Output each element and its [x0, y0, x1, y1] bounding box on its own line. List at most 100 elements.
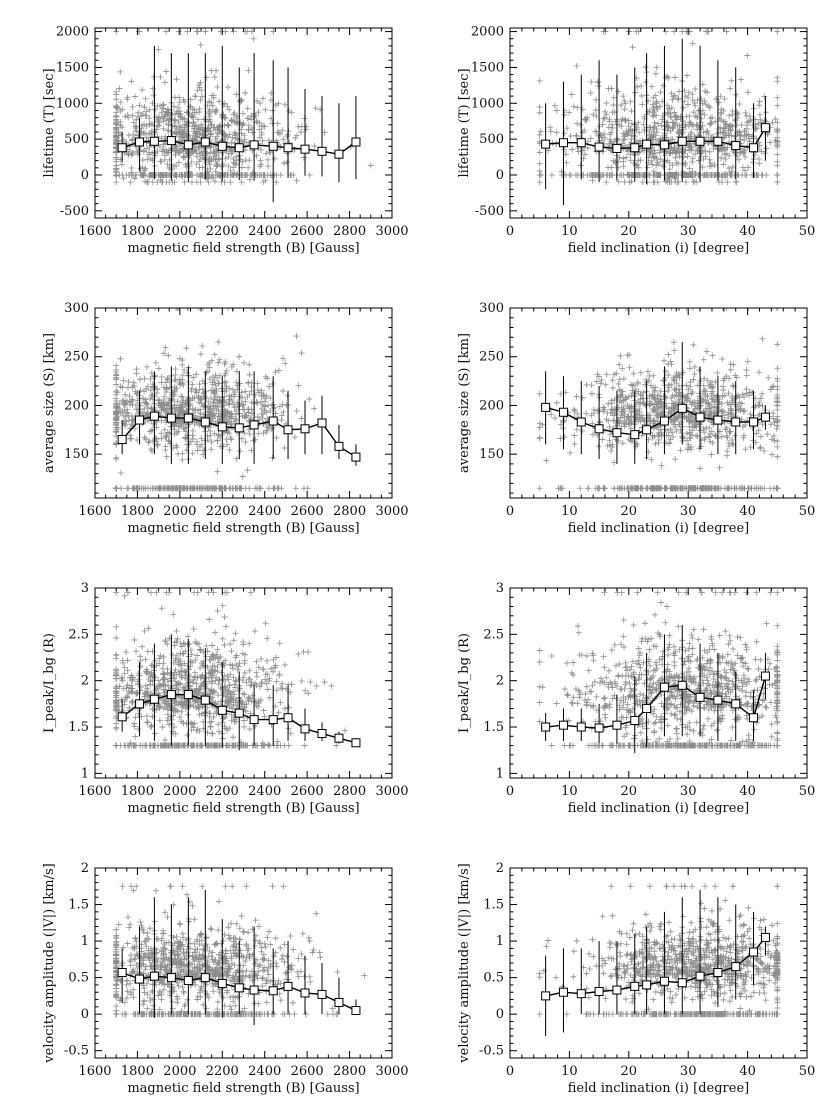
scatter-point [536, 77, 543, 84]
scatter-point [201, 394, 208, 401]
scatter-point [189, 432, 196, 439]
scatter-point [642, 402, 649, 409]
scatter-point [163, 432, 170, 439]
mean-marker [659, 416, 669, 426]
scatter-point [673, 150, 680, 157]
scatter-point [619, 440, 626, 447]
mean-marker [117, 143, 127, 153]
scatter-point [633, 440, 640, 447]
scatter-point [195, 116, 202, 123]
scatter-point [720, 119, 727, 126]
scatter-point [113, 91, 120, 98]
scatter-point [184, 369, 191, 376]
scatter-point [180, 153, 187, 160]
scatter-point [206, 359, 213, 366]
scatter-point [145, 439, 152, 446]
scatter-point [615, 404, 622, 411]
scatter-point [736, 101, 743, 108]
scatter-point [143, 123, 150, 130]
scatter-point [704, 377, 711, 384]
scatter-point [245, 67, 252, 74]
scatter-point [258, 129, 265, 136]
scatter-point [207, 144, 214, 151]
scatter-point [199, 132, 206, 139]
scatter-point [657, 156, 664, 163]
scatter-point [756, 401, 763, 408]
scatter-point [623, 154, 630, 161]
scatter-point [773, 308, 780, 311]
scatter-point [601, 114, 608, 121]
scatter-point [739, 391, 746, 398]
scatter-point [742, 109, 749, 116]
scatter-point [622, 132, 629, 139]
scatter-point [652, 440, 659, 447]
scatter-point [270, 28, 277, 35]
scatter-point [225, 418, 232, 425]
scatter-point [759, 402, 766, 409]
x-tick-label: 0 [506, 504, 514, 519]
scatter-point [186, 396, 193, 403]
scatter-point [183, 345, 190, 352]
scatter-point [614, 394, 621, 401]
scatter-point [687, 429, 694, 436]
scatter-point [728, 127, 735, 134]
scatter-point [536, 109, 543, 116]
scatter-point [710, 383, 717, 390]
mean-marker [300, 144, 310, 154]
scatter-point [181, 485, 188, 492]
scatter-point [165, 352, 172, 359]
scatter-point [133, 485, 140, 492]
scatter-point [676, 122, 683, 129]
y-axis-label: lifetime (T) [sec] [457, 68, 472, 177]
scatter-point [141, 121, 148, 128]
scatter-point [209, 387, 216, 394]
scatter-point [664, 73, 671, 80]
scatter-point [700, 425, 707, 432]
scatter-point [717, 93, 724, 100]
scatter-point [646, 412, 653, 419]
scatter-point [627, 157, 634, 164]
scatter-point [689, 399, 696, 406]
scatter-point [237, 485, 244, 492]
mean-marker [268, 416, 278, 426]
scatter-point [282, 101, 289, 108]
scatter-point [202, 127, 209, 134]
scatter-point [605, 164, 612, 171]
mean-marker [268, 141, 278, 151]
scatter-point [769, 119, 776, 126]
scatter-point [241, 138, 248, 145]
scatter-point [228, 117, 235, 124]
scatter-point [161, 79, 168, 86]
scatter-point [729, 441, 736, 448]
scatter-point [667, 436, 674, 443]
scatter-point [225, 308, 232, 311]
scatter-point [677, 447, 684, 454]
scatter-point [241, 430, 248, 437]
scatter-point [595, 83, 602, 90]
scatter-point [248, 447, 255, 454]
scatter-point [146, 121, 153, 128]
scatter-point [203, 369, 210, 376]
scatter-point [141, 375, 148, 382]
scatter-point [736, 131, 743, 138]
scatter-point [606, 116, 613, 123]
x-tick-label: 2600 [291, 504, 324, 519]
mean-marker [749, 143, 759, 153]
scatter-point [662, 178, 669, 185]
scatter-point [658, 462, 665, 469]
scatter-point [708, 379, 715, 386]
scatter-point [705, 400, 712, 407]
scatter-point [159, 105, 166, 112]
scatter-point [173, 130, 180, 137]
scatter-point [743, 112, 750, 119]
scatter-point [650, 417, 657, 424]
scatter-point [736, 394, 743, 401]
scatter-point [635, 119, 642, 126]
scatter-point [707, 410, 714, 417]
scatter-point [254, 386, 261, 393]
scatter-point [689, 159, 696, 166]
scatter-point [616, 398, 623, 405]
y-tick-label: 1000 [471, 96, 504, 111]
scatter-point [718, 171, 725, 178]
scatter-point [642, 64, 649, 71]
